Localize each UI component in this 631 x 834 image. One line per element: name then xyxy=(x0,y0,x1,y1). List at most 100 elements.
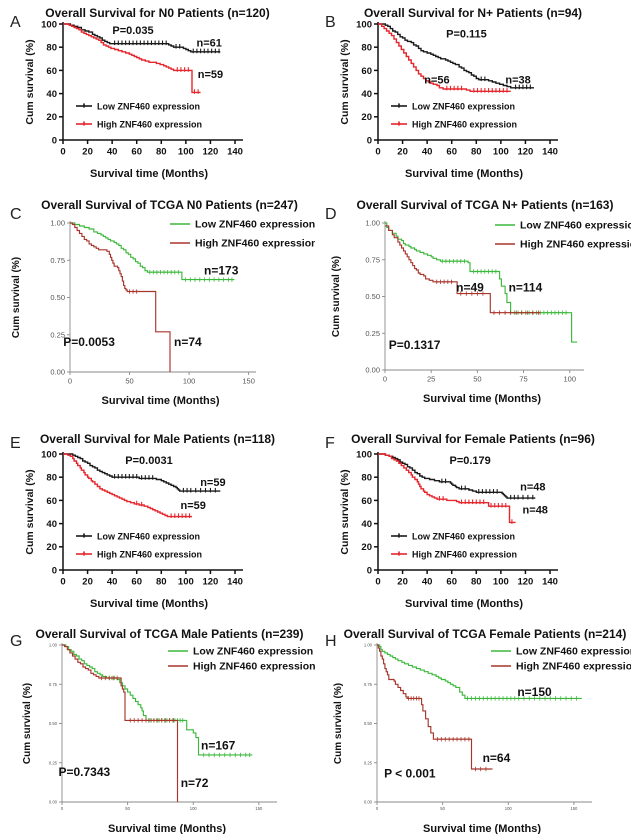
chart-title-b: Overall Survival for N+ Patients (n=94) xyxy=(363,6,583,20)
y-axis-label: Cum survival (%) xyxy=(24,469,36,554)
legend-label-low: Low ZNF460 expression xyxy=(412,101,515,111)
x-tick-label: 0 xyxy=(68,377,72,386)
panel-c: C Overall Survival of TCGA N0 Patients (… xyxy=(0,190,315,430)
axes: 0 50 100 150 0.00 0.25 0.50 0.75 1.00 xyxy=(50,219,256,386)
km-curve-high xyxy=(378,23,511,92)
x-tick-label: 50 xyxy=(473,375,481,384)
legend: Low ZNF460 expression High ZNF460 express… xyxy=(391,101,517,129)
panel-letter-g: G xyxy=(10,633,23,650)
panel-letter-f: F xyxy=(325,435,335,452)
km-chart-d: 0 25 50 75 100 0.00 0.25 0.50 0.75 1.00 n=114 n=49 P… xyxy=(331,219,631,405)
x-tick-label: 100 xyxy=(190,806,198,811)
legend-label-high: High ZNF460 expression xyxy=(412,119,517,129)
x-tick-label: 120 xyxy=(202,577,218,588)
x-tick-label: 150 xyxy=(242,377,255,386)
x-tick-label: 60 xyxy=(446,147,457,158)
n-label-high: n=59 xyxy=(181,500,206,512)
y-tick-label: 0.25 xyxy=(365,329,380,338)
axes: 0 20 40 60 80 100 120 140 0 20 40 60 80 100 xyxy=(356,19,558,158)
y-tick-label: 20 xyxy=(46,542,57,553)
p-value-label: P=0.035 xyxy=(112,25,153,37)
x-tick-label: 100 xyxy=(178,577,194,588)
y-tick-label: 0.50 xyxy=(364,721,373,726)
y-tick-label: 0 xyxy=(52,135,57,146)
n-label-high: n=48 xyxy=(523,505,548,517)
x-tick-label: 140 xyxy=(227,147,243,158)
x-axis-label: Survival time (Months) xyxy=(423,823,541,834)
km-chart-a: 0 20 40 60 80 100 120 140 0 20 40 60 80 100 n=61 n=59 P=… xyxy=(24,19,243,180)
panel-b: B Overall Survival for N+ Patients (n=94… xyxy=(315,0,631,190)
x-tick-label: 20 xyxy=(82,577,93,588)
panel-e: E Overall Survival for Male Patients (n=… xyxy=(0,430,315,620)
x-tick-label: 0 xyxy=(375,147,380,158)
chart-title-a: Overall Survival for N0 Patients (n=120) xyxy=(45,6,270,20)
y-tick-label: 0.00 xyxy=(50,368,65,377)
legend: Low ZNF460 expression High ZNF460 express… xyxy=(170,218,315,249)
x-tick-label: 80 xyxy=(156,147,167,158)
y-tick-label: 20 xyxy=(361,112,372,123)
y-tick-label: 0.00 xyxy=(49,800,58,805)
p-value-label: P=0.0053 xyxy=(63,335,115,349)
x-tick-label: 100 xyxy=(564,375,577,384)
y-tick-label: 1.00 xyxy=(364,643,373,648)
n-label-high: n=56 xyxy=(424,75,449,87)
y-tick-label: 0.50 xyxy=(49,721,58,726)
p-value-label: P=0.115 xyxy=(446,28,487,40)
y-tick-label: 80 xyxy=(361,473,372,484)
legend-label-high: High ZNF460 expression xyxy=(412,549,517,559)
x-tick-label: 20 xyxy=(82,147,93,158)
y-tick-label: 0.75 xyxy=(364,682,373,687)
km-chart-g: 0 50 100 150 0.00 0.25 0.50 0.75 1.00 n=167 n=72 P=… xyxy=(22,643,315,834)
n-label-high: n=74 xyxy=(174,335,202,349)
x-tick-label: 140 xyxy=(542,147,558,158)
axes: 0 20 40 60 80 100 120 140 0 20 40 60 80 100 xyxy=(356,449,558,588)
y-tick-label: 100 xyxy=(41,19,57,30)
n-label-high: n=59 xyxy=(198,69,223,81)
y-tick-label: 0.75 xyxy=(49,682,58,687)
panel-letter-b: B xyxy=(325,14,336,31)
axes: 0 50 100 150 0.00 0.25 0.50 0.75 1.00 xyxy=(49,643,277,811)
panel-letter-e: E xyxy=(10,435,21,452)
y-tick-label: 0.75 xyxy=(365,255,380,264)
y-axis-label: Cum survival (%) xyxy=(11,257,22,338)
y-axis-label: Cum survival (%) xyxy=(339,39,351,124)
x-tick-label: 150 xyxy=(570,806,578,811)
n-label-low: n=61 xyxy=(197,38,222,50)
panel-letter-d: D xyxy=(325,206,337,223)
panel-letter-h: H xyxy=(325,633,337,650)
x-tick-label: 150 xyxy=(255,806,263,811)
y-tick-label: 0.50 xyxy=(50,293,65,302)
y-tick-label: 0.75 xyxy=(50,256,65,265)
legend-label-low: Low ZNF460 expression xyxy=(195,218,315,230)
p-value-label: P=0.0031 xyxy=(125,455,172,467)
x-tick-label: 40 xyxy=(422,147,433,158)
y-tick-label: 60 xyxy=(46,496,57,507)
n-label-high: n=72 xyxy=(181,776,209,790)
censor-marks-high xyxy=(127,289,139,294)
km-curve-high xyxy=(377,644,493,770)
km-curve-low xyxy=(378,23,534,89)
x-tick-label: 80 xyxy=(471,147,482,158)
x-tick-label: 120 xyxy=(517,147,533,158)
panel-d: D Overall Survival of TCGA N+ Patients (… xyxy=(315,190,631,430)
x-tick-label: 80 xyxy=(471,577,482,588)
y-tick-label: 80 xyxy=(46,43,57,54)
censor-marks-high xyxy=(434,279,541,315)
x-tick-label: 100 xyxy=(505,806,513,811)
axes: 0 20 40 60 80 100 120 140 0 20 40 60 80 100 xyxy=(41,449,243,588)
x-tick-label: 100 xyxy=(183,377,196,386)
x-tick-label: 100 xyxy=(178,147,194,158)
legend: Low ZNF460 expression High ZNF460 express… xyxy=(76,531,202,559)
x-axis-label: Survival time (Months) xyxy=(405,598,523,610)
panel-a: A Overall Survival for N0 Patients (n=12… xyxy=(0,0,315,190)
x-tick-label: 25 xyxy=(427,375,435,384)
x-tick-label: 50 xyxy=(125,806,130,811)
x-axis-label: Survival time (Months) xyxy=(108,823,226,834)
y-tick-label: 0 xyxy=(367,135,372,146)
y-axis-label: Cum survival (%) xyxy=(22,683,33,764)
y-tick-label: 1.00 xyxy=(49,643,58,648)
x-tick-label: 0 xyxy=(61,806,64,811)
legend: Low ZNF460 expression High ZNF460 express… xyxy=(495,219,631,250)
y-tick-label: 0.25 xyxy=(49,760,58,765)
